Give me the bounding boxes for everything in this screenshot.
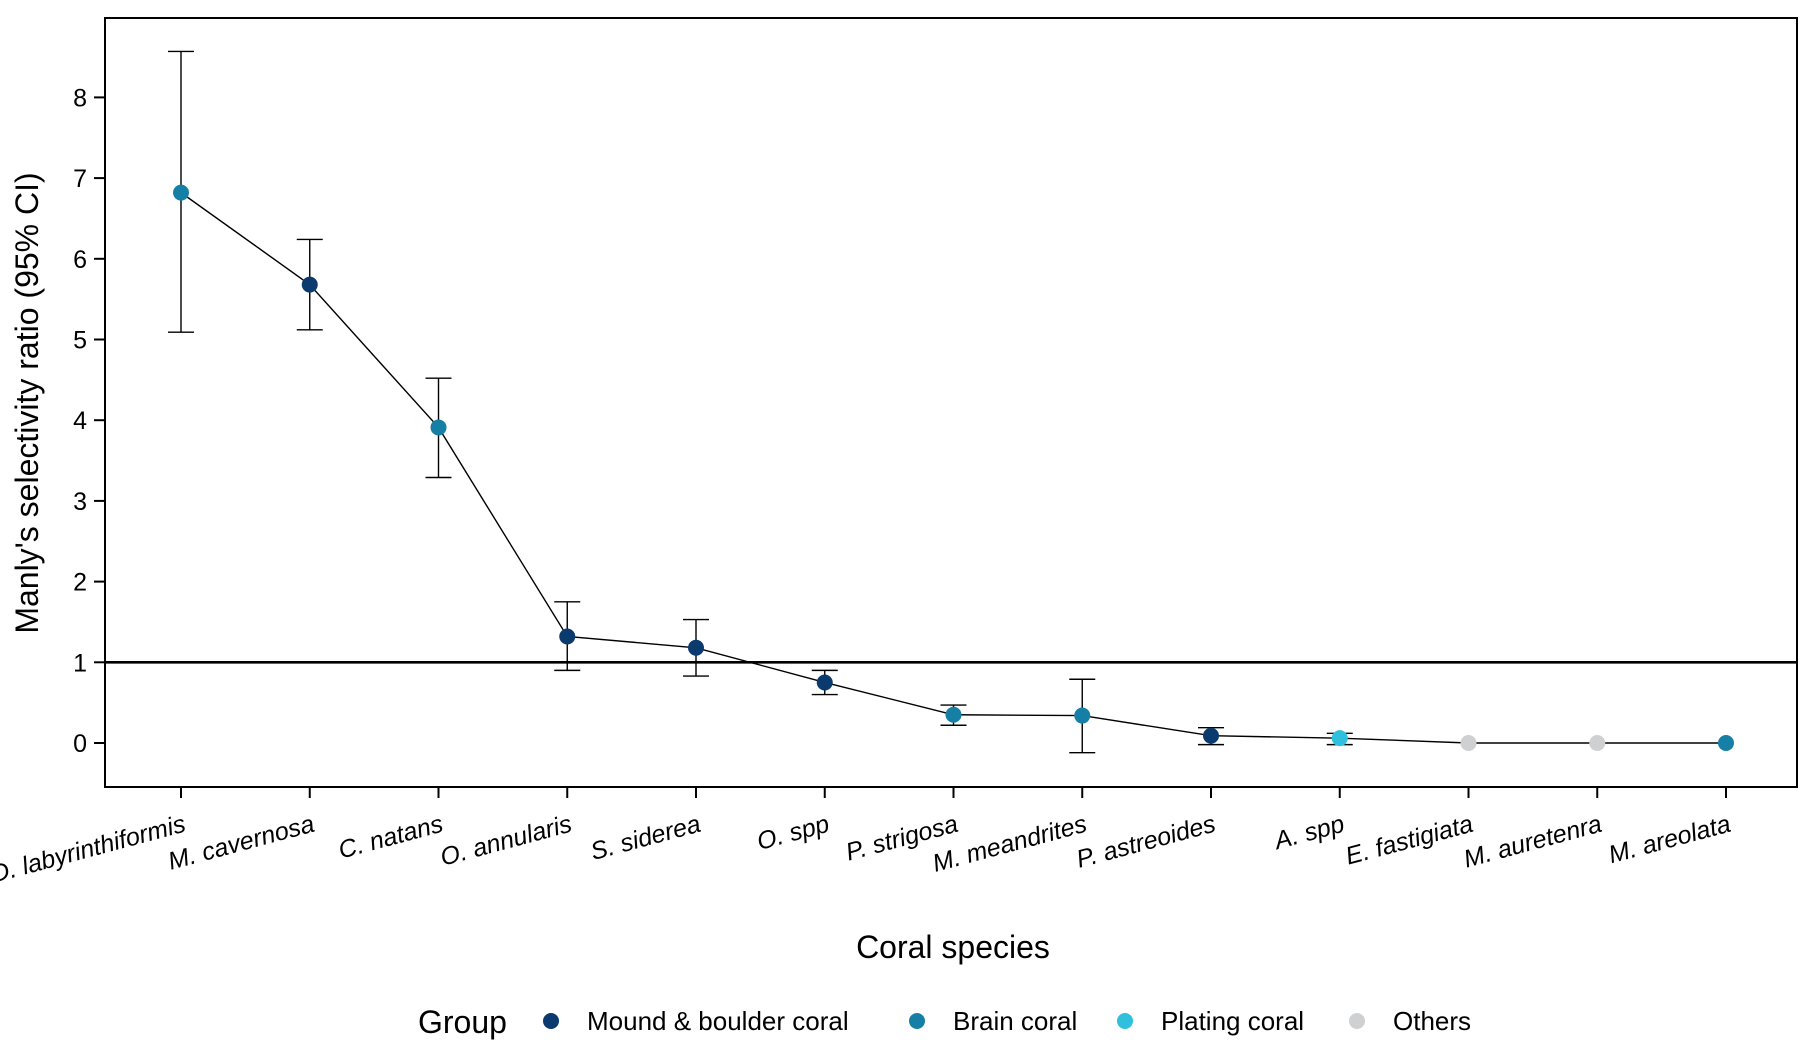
error-bars — [168, 50, 1353, 754]
legend-marker — [1349, 1013, 1365, 1029]
data-point — [1331, 730, 1348, 747]
x-tick-label: O. spp — [754, 810, 832, 856]
y-tick-label: 3 — [73, 488, 87, 516]
legend: Group Mound & boulder coral Brain coral Pl… — [418, 1004, 1471, 1040]
legend-marker — [543, 1013, 559, 1029]
data-point — [1718, 735, 1734, 751]
legend-marker — [1117, 1013, 1133, 1029]
data-point — [688, 639, 704, 656]
y-tick-label: 8 — [73, 84, 87, 112]
data-point — [816, 674, 833, 691]
y-tick-label: 6 — [73, 246, 87, 274]
data-point — [1589, 735, 1606, 751]
y-axis: 0 1 2 3 4 5 6 7 8 — [73, 84, 105, 758]
legend-label: Brain coral — [953, 1006, 1077, 1036]
x-tick-label: E. fastigiata — [1343, 810, 1477, 871]
data-point — [945, 706, 962, 723]
x-tick-label: O. annularis — [437, 810, 574, 872]
data-point — [1203, 727, 1219, 744]
x-tick-label: P. astreoides — [1073, 810, 1218, 874]
legend-label: Others — [1393, 1006, 1471, 1036]
legend-label: Mound & boulder coral — [587, 1006, 849, 1036]
x-tick-label: D. labyrinthiformis — [0, 810, 189, 889]
data-point — [559, 628, 576, 645]
y-tick-label: 7 — [73, 165, 87, 193]
y-axis-title: Manly's selectivity ratio (95% CI) — [9, 172, 45, 633]
x-tick-label: M. cavernosa — [165, 810, 317, 876]
x-tick-label: M. areolata — [1606, 810, 1734, 869]
data-points — [173, 184, 1734, 751]
legend-title: Group — [418, 1004, 507, 1040]
series-line — [180, 192, 1726, 744]
x-tick-label: M. auretenra — [1461, 810, 1605, 874]
legend-label: Plating coral — [1161, 1006, 1304, 1036]
x-tick-label: S. siderea — [588, 810, 704, 866]
x-axis-title: Coral species — [856, 929, 1050, 965]
x-tick-label: C. natans — [335, 810, 446, 865]
series-line-group — [180, 192, 1726, 744]
y-tick-label: 5 — [73, 327, 87, 355]
data-point — [1460, 735, 1477, 751]
legend-marker — [909, 1013, 925, 1029]
y-tick-label: 1 — [73, 649, 87, 677]
x-tick-label: A. spp — [1270, 810, 1348, 856]
plot-frame — [104, 17, 1798, 788]
y-tick-label: 4 — [73, 407, 87, 435]
data-point — [1074, 707, 1091, 724]
data-point — [173, 184, 189, 201]
y-tick-label: 2 — [73, 569, 87, 597]
plot-area — [104, 17, 1798, 788]
y-tick-label: 0 — [73, 730, 87, 758]
data-point — [301, 276, 318, 293]
data-point — [430, 419, 447, 436]
